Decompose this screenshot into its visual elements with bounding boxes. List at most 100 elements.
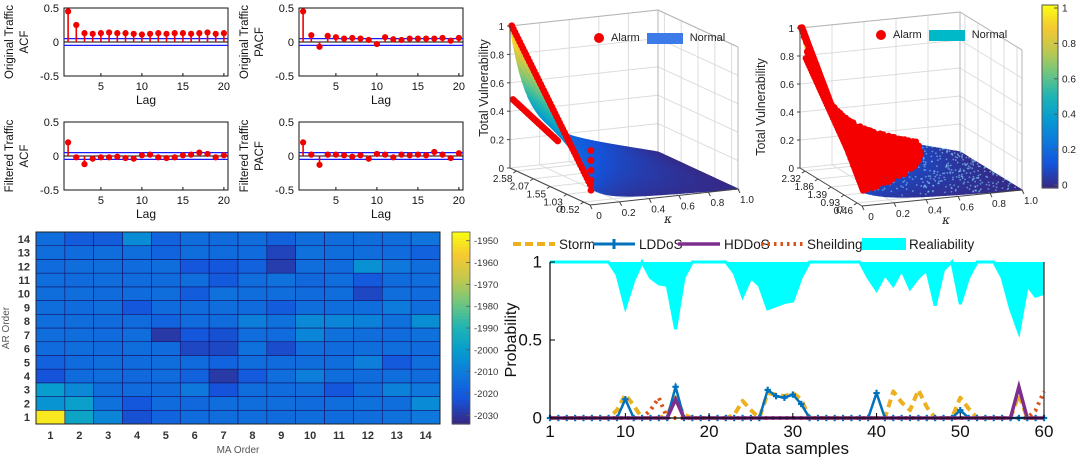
normal-patch-icon [646, 32, 683, 44]
storm-line [550, 387, 1044, 420]
svg-text:PACF: PACF [254, 27, 266, 57]
svg-text:Lag: Lag [371, 93, 391, 107]
svg-text:-0.5: -0.5 [275, 185, 294, 197]
legend-label-lddos: LDDoS [639, 236, 683, 252]
svg-text:Lag: Lag [371, 207, 391, 221]
svg-text:15: 15 [177, 81, 189, 93]
svg-text:4: 4 [134, 430, 141, 442]
heatmap-cells [35, 231, 441, 425]
svg-text:5: 5 [24, 357, 30, 369]
realiability-area-icon [862, 238, 906, 250]
svg-text:2: 2 [24, 398, 30, 410]
legend-label-sheilding: Sheilding [807, 236, 863, 252]
svg-text:3: 3 [105, 430, 111, 442]
svg-text:AR Order: AR Order [1, 306, 12, 349]
svg-text:5: 5 [333, 81, 339, 93]
svg-text:0: 0 [288, 151, 294, 163]
lddos-line-icon [593, 239, 635, 249]
svg-text:6: 6 [24, 344, 30, 356]
legend-item-sheilding: Sheilding [760, 236, 863, 252]
svg-text:15: 15 [412, 81, 424, 93]
svg-text:14: 14 [419, 430, 432, 442]
vulnerability-surface-plot-2 [755, 0, 1080, 229]
svg-text:13: 13 [391, 430, 403, 442]
svg-text:9: 9 [278, 430, 284, 442]
svg-text:3: 3 [24, 385, 30, 397]
svg-text:0: 0 [288, 37, 294, 49]
surface2-zlabel: Total Vulnerability [754, 58, 768, 156]
svg-text:15: 15 [177, 195, 189, 207]
pacf_original-stems [300, 8, 462, 50]
svg-text:Original Traffic: Original Traffic [4, 5, 16, 79]
legend-item-storm: Storm [512, 236, 595, 252]
svg-text:11: 11 [333, 430, 345, 442]
svg-text:0.5: 0.5 [279, 3, 294, 15]
svg-text:20: 20 [218, 81, 230, 93]
svg-text:30: 30 [783, 422, 802, 441]
svg-text:0.5: 0.5 [44, 117, 59, 129]
svg-text:0.5: 0.5 [44, 3, 59, 15]
legend-label-hddos: HDDoS [724, 236, 770, 252]
legend-label-realiability: Realiability [909, 236, 975, 252]
svg-text:40: 40 [867, 422, 886, 441]
svg-text:1: 1 [533, 253, 542, 272]
svg-text:-1980: -1980 [474, 302, 498, 313]
probability-line-plot: 1 10 20 30 40 50 60 0 0.5 1 Data samples Probabilit… [503, 253, 1053, 457]
svg-text:Lag: Lag [136, 207, 156, 221]
svg-text:20: 20 [453, 195, 465, 207]
svg-text:13: 13 [18, 248, 30, 260]
svg-text:-1950: -1950 [474, 236, 498, 247]
acf_filtered-panel: 5 10 15 20 0.5 0 -0.5 Lag Filtered Traffic ACF [4, 117, 230, 221]
svg-text:-2000: -2000 [474, 345, 498, 356]
legend-label-storm: Storm [559, 236, 596, 252]
svg-text:5: 5 [333, 195, 339, 207]
svg-text:20: 20 [453, 81, 465, 93]
legend-item-lddos: LDDoS [592, 236, 683, 252]
heatmap-colorbar: -1950 -1960 -1970 -1980 -1990 -2000 -2010 -2020… [451, 231, 498, 425]
svg-text:10: 10 [18, 289, 30, 301]
lddos-line [550, 381, 1044, 420]
svg-text:1: 1 [47, 430, 53, 442]
pacf_original-panel: 5 10 15 20 0.5 0 -0.5 Lag Original Traffic PACF [239, 3, 465, 107]
storm-line-icon [513, 242, 555, 246]
legend-label-alarm: Alarm [611, 32, 640, 44]
normal-patch-icon [928, 29, 965, 41]
svg-text:0: 0 [53, 151, 59, 163]
svg-text:0.5: 0.5 [518, 331, 542, 350]
svg-text:Original Traffic: Original Traffic [239, 5, 251, 79]
svg-text:2: 2 [76, 430, 82, 442]
svg-text:5: 5 [98, 195, 104, 207]
svg-text:Data samples: Data samples [745, 439, 849, 457]
svg-text:0: 0 [533, 409, 542, 428]
svg-text:-1970: -1970 [474, 280, 498, 291]
surface2-legend: Alarm Normal [876, 29, 1007, 41]
legend-label-normal: Normal [689, 32, 726, 44]
svg-text:10: 10 [136, 195, 148, 207]
svg-text:10: 10 [136, 81, 148, 93]
acf_original-panel: 5 10 15 20 0.5 0 -0.5 Lag Original Traffic ACF [4, 3, 230, 107]
svg-text:20: 20 [700, 422, 719, 441]
svg-text:12: 12 [362, 430, 374, 442]
svg-text:ACF: ACF [19, 31, 31, 54]
svg-text:-1990: -1990 [474, 324, 498, 335]
svg-text:11: 11 [18, 275, 30, 287]
acf_original-stems [65, 8, 227, 42]
svg-text:5: 5 [163, 430, 169, 442]
svg-text:-0.5: -0.5 [40, 71, 59, 83]
svg-text:10: 10 [371, 195, 383, 207]
svg-text:10: 10 [616, 422, 635, 441]
svg-text:8: 8 [24, 316, 30, 328]
legend-label-alarm: Alarm [893, 29, 922, 41]
legend-item-hddos: HDDoS [677, 236, 770, 252]
svg-text:50: 50 [951, 422, 970, 441]
svg-text:Lag: Lag [136, 93, 156, 107]
svg-text:1: 1 [24, 412, 30, 424]
legend-item-realiability: Realiability [862, 236, 974, 252]
hddos-line-icon [678, 242, 720, 246]
realiability-line [550, 258, 1045, 339]
svg-text:6: 6 [192, 430, 198, 442]
pacf_filtered-panel: 5 10 15 20 0.5 0 -0.5 Lag Filtered Traffic PACF [239, 117, 465, 221]
sheilding-line-icon [761, 242, 803, 246]
svg-text:MA Order: MA Order [217, 445, 260, 456]
